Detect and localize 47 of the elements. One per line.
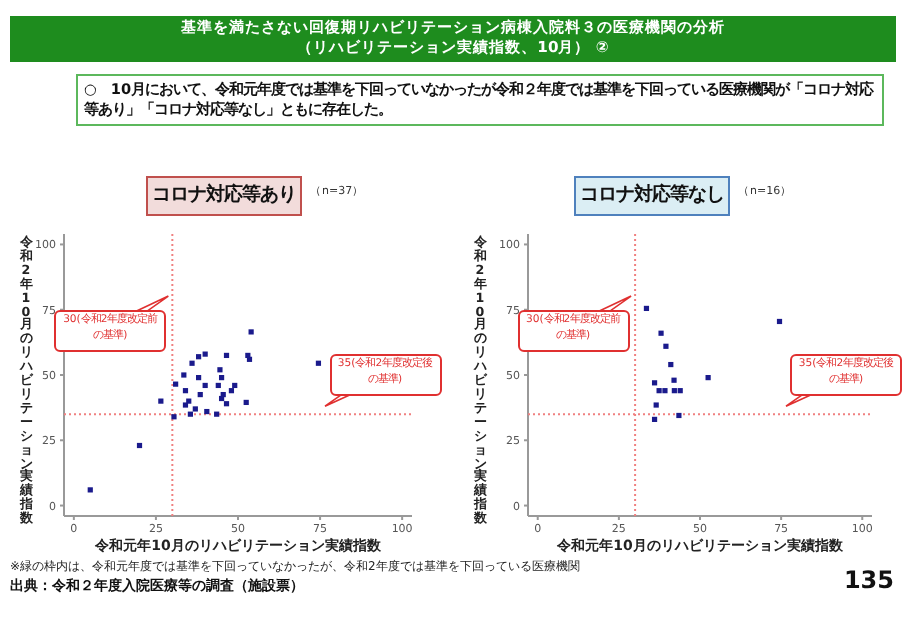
point [196, 375, 202, 381]
point [218, 375, 225, 381]
point [217, 367, 223, 373]
point [158, 398, 164, 404]
point [197, 391, 203, 398]
point [171, 414, 177, 420]
point [204, 408, 210, 415]
point [181, 372, 187, 378]
point [315, 360, 322, 366]
chart-title: コロナ対応等なし [574, 176, 730, 216]
point [87, 487, 93, 493]
point [643, 305, 650, 312]
point [662, 388, 668, 394]
point [658, 330, 664, 336]
point [189, 360, 195, 366]
point [656, 388, 662, 394]
point [223, 352, 230, 359]
point [228, 388, 235, 394]
point [651, 416, 658, 422]
point [223, 401, 230, 407]
point [196, 354, 202, 360]
point [202, 382, 208, 389]
point [202, 351, 208, 357]
point [653, 402, 659, 408]
point [776, 318, 783, 325]
point [182, 388, 189, 394]
point [186, 398, 192, 404]
point [214, 411, 220, 417]
point [182, 402, 189, 408]
point [705, 375, 711, 381]
point [187, 411, 193, 417]
point [248, 329, 254, 335]
point [671, 377, 677, 383]
point [232, 382, 238, 389]
point [243, 399, 249, 406]
point [677, 388, 683, 394]
point [663, 343, 669, 349]
point [173, 381, 179, 387]
point [192, 406, 198, 412]
point [651, 380, 658, 386]
text: 135 [843, 566, 894, 594]
point [676, 412, 682, 419]
point [215, 382, 221, 389]
point [136, 442, 143, 449]
point [671, 388, 677, 394]
chart-title: コロナ対応等あり [146, 176, 302, 216]
point [668, 361, 674, 368]
